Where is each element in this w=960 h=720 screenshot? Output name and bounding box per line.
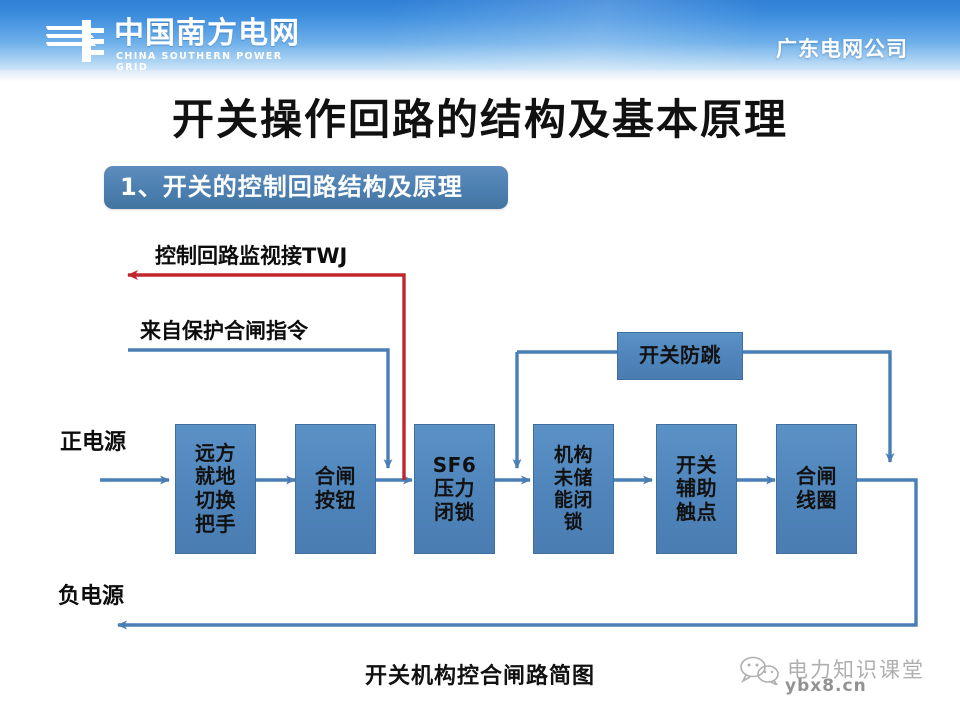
block-close-button[interactable]: 合闸 按钮 [295,424,376,554]
page-title: 开关操作回路的结构及基本原理 [171,95,788,144]
slide-header: 中国南方电网 CHINA SOUTHERN POWER GRID 广东电网公司 [0,0,960,82]
label-negative-supply: 负电源 [58,584,125,609]
block-mechanism-not-charged-lock[interactable]: 机构 未储 能闭锁 [533,424,614,554]
header-fade [0,70,960,82]
label-protection-close-command: 来自保护合闸指令 [140,319,308,343]
watermark-title: 电力知识课堂 [787,658,925,682]
label-positive-supply: 正电源 [60,430,127,455]
header-sheen [0,0,960,78]
block-mechanism-not-charged-lock-label: 机构 未储 能闭锁 [553,444,593,534]
block-close-button-label: 合闸 按钮 [315,464,356,512]
block-anti-pump[interactable]: 开关防跳 [617,332,743,380]
watermark-site: ybx8.cn [785,676,867,696]
company-name: 广东电网公司 [776,37,908,61]
block-switch-auxiliary-contact-label: 开关 辅助 触点 [676,452,717,524]
diagram-caption: 开关机构控合闸路简图 [364,664,595,689]
logo-english-text: CHINA SOUTHERN POWER GRID [116,51,283,73]
section-heading-label: 1、开关的控制回路结构及原理 [120,173,463,201]
block-switch-auxiliary-contact[interactable]: 开关 辅助 触点 [656,424,737,554]
block-sf6-pressure-lock[interactable]: SF6 压力 闭锁 [414,424,495,554]
wechat-icon [740,656,779,685]
block-closing-coil-label: 合闸 线圈 [796,464,837,512]
block-sf6-pressure-lock-label: SF6 压力 闭锁 [432,452,477,524]
block-closing-coil[interactable]: 合闸 线圈 [776,424,857,554]
csg-logo: 中国南方电网 CHINA SOUTHERN POWER GRID [44,16,314,73]
block-remote-local-switch[interactable]: 远方 就地 切换 把手 [175,424,256,554]
block-remote-local-switch-label: 远方 就地 切换 把手 [195,440,236,536]
section-heading-chip: 1、开关的控制回路结构及原理 [104,166,508,209]
label-twj-monitor: 控制回路监视接TWJ [155,244,348,268]
block-anti-pump-label: 开关防跳 [639,343,721,368]
logo-chinese-text: 中国南方电网 [114,16,300,51]
csg-logo-mark [46,20,104,62]
watermark: 电力知识课堂 ybx8.cn [735,652,950,712]
